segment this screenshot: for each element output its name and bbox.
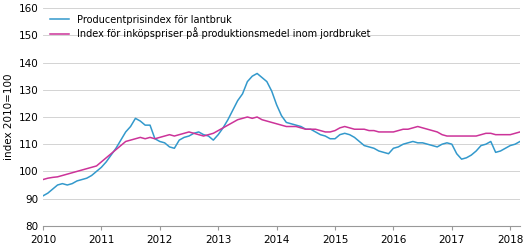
Producentprisindex för lantbruk — [44, 192, 51, 195]
Index för inköpspriser på produktionsmedel inom jordbruket — [244, 116, 251, 119]
Producentprisindex för lantbruk — [415, 141, 421, 144]
Index för inköpspriser på produktionsmedel inom jordbruket — [108, 152, 114, 155]
Legend: Producentprisindex för lantbruk, Index för inköpspriser på produktionsmedel inom: Producentprisindex för lantbruk, Index f… — [48, 13, 372, 41]
Line: Producentprisindex för lantbruk: Producentprisindex för lantbruk — [43, 73, 529, 196]
Index för inköpspriser på produktionsmedel inom jordbruket — [40, 178, 46, 181]
Line: Index för inköpspriser på produktionsmedel inom jordbruket: Index för inköpspriser på produktionsmed… — [43, 117, 529, 180]
Producentprisindex för lantbruk — [108, 154, 114, 157]
Y-axis label: index 2010=100: index 2010=100 — [4, 74, 14, 160]
Index för inköpspriser på produktionsmedel inom jordbruket — [410, 126, 416, 129]
Producentprisindex för lantbruk — [40, 194, 46, 197]
Producentprisindex för lantbruk — [263, 80, 270, 83]
Producentprisindex för lantbruk — [410, 140, 416, 143]
Index för inköpspriser på produktionsmedel inom jordbruket — [263, 120, 270, 123]
Index för inköpspriser på produktionsmedel inom jordbruket — [415, 125, 421, 128]
Producentprisindex för lantbruk — [254, 72, 260, 75]
Index för inköpspriser på produktionsmedel inom jordbruket — [44, 177, 51, 180]
